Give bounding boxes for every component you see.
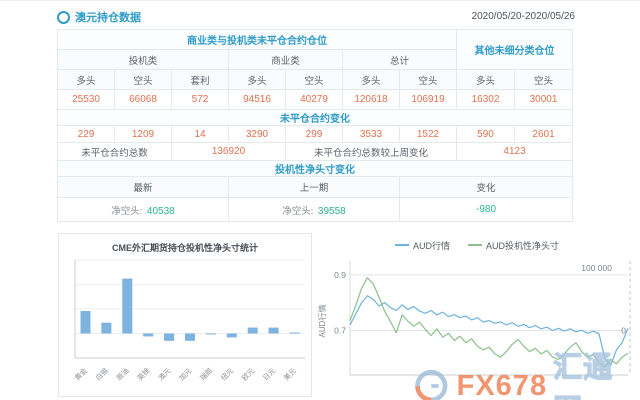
svg-text:美元: 美元 (282, 366, 298, 382)
net-previous-label: 净空头: (282, 205, 314, 217)
date-range: 2020/05/20-2020/05/26 (471, 11, 575, 22)
legend-item-aud-netposition: AUD投机性净头寸 (468, 239, 559, 252)
line-chart-legend: AUD行情 AUD投机性净头寸 (316, 237, 638, 253)
total-oi-label: 未平仓合约总数 (57, 142, 172, 161)
svg-text:英镑: 英镑 (135, 366, 151, 382)
col-header: 套利 (171, 69, 229, 90)
legend-item-aud-price: AUD行情 (394, 239, 450, 252)
net-col-previous: 上一期 (228, 176, 400, 198)
svg-text:AUD行情: AUD行情 (317, 305, 327, 338)
oi-change-value: 1522 (398, 125, 458, 143)
open-interest-value: 94516 (228, 89, 286, 110)
col-header: 空头 (114, 69, 172, 90)
col-header: 多头 (342, 69, 400, 90)
subgroup-commercial: 商业类 (228, 49, 343, 70)
net-col-latest: 最新 (57, 176, 229, 198)
net-col-change: 变化 (398, 176, 574, 198)
page-title: 澳元持仓数据 (57, 9, 141, 25)
net-latest-value: 40538 (146, 205, 175, 217)
open-interest-value: 66068 (114, 89, 172, 110)
svg-text:瑞郎: 瑞郎 (198, 366, 214, 382)
net-previous-cell: 净空头: 39558 (228, 197, 400, 222)
legend-label: AUD行情 (412, 240, 450, 251)
net-previous-value: 39558 (317, 205, 346, 217)
net-latest-cell: 净空头: 40538 (57, 197, 229, 222)
oi-change-value: 299 (285, 125, 343, 143)
open-interest-value: 572 (171, 89, 229, 110)
col-header: 多头 (456, 69, 516, 90)
col-header: 空头 (514, 69, 574, 90)
open-interest-value: 106919 (398, 89, 458, 110)
open-interest-value: 30001 (514, 89, 574, 110)
oi-change-value: 1209 (114, 125, 172, 143)
oi-change-value: 14 (171, 125, 229, 143)
svg-text:白银: 白银 (94, 366, 110, 382)
svg-text:0.7: 0.7 (334, 326, 346, 336)
oi-change-title: 未平仓合约变化 (56, 109, 574, 126)
subgroup-speculative: 投机类 (57, 49, 229, 70)
oi-change-value: 229 (57, 125, 115, 143)
open-interest-value: 120618 (342, 89, 400, 110)
svg-text:欧元: 欧元 (240, 366, 256, 382)
col-header: 多头 (57, 69, 115, 90)
group-main-title: 商业类与投机类未平仓合约仓位 (56, 29, 458, 50)
net-latest-label: 净空头: (111, 205, 143, 217)
page-title-text: 澳元持仓数据 (75, 12, 141, 24)
svg-text:0.9: 0.9 (334, 270, 346, 280)
net-change-value: -980 (398, 197, 574, 222)
group-other-title: 其他未细分类仓位 (456, 29, 574, 70)
svg-text:0: 0 (621, 326, 626, 336)
open-interest-value: 40279 (285, 89, 343, 110)
bar-chart-svg: 黄金 白银 原油 英镑 澳元 加元 瑞郎 纽元 欧元 日元 美元 (59, 254, 311, 393)
subgroup-total: 总计 (341, 49, 458, 70)
col-header: 多头 (228, 69, 286, 90)
bullet-circle-icon (57, 10, 70, 24)
svg-text:原油: 原油 (114, 366, 130, 382)
svg-text:澳元: 澳元 (156, 366, 172, 382)
bar-chart-title: CME外汇期货持仓投机性净头寸统计 (111, 243, 258, 253)
positions-table: 商业类与投机类未平仓合约仓位 其他未细分类仓位 投机类 商业类 总计 多头 空头… (56, 29, 574, 222)
svg-text:纽元: 纽元 (219, 366, 235, 382)
weekly-change-label: 未平仓合约总数较上周变化 (284, 142, 458, 161)
legend-line-green-icon (468, 244, 482, 246)
line-chart-svg: 0.9 0.7 100 000 0 AUD行情 (316, 253, 638, 398)
svg-text:日元: 日元 (261, 367, 277, 383)
line-chart-panel: AUD行情 AUD投机性净头寸 0.9 0.7 100 000 0 AUD行情 (316, 235, 638, 395)
oi-change-value: 3290 (228, 125, 286, 143)
oi-change-value: 590 (456, 125, 516, 143)
svg-text:加元: 加元 (177, 366, 193, 382)
net-position-title: 投机性净头寸变化 (56, 160, 574, 177)
total-oi-value: 136920 (171, 142, 286, 161)
legend-line-blue-icon (394, 244, 409, 246)
open-interest-value: 16302 (456, 89, 516, 110)
svg-text:100 000: 100 000 (581, 263, 612, 273)
oi-change-value: 2601 (514, 125, 574, 143)
legend-label: AUD投机性净头寸 (486, 240, 560, 251)
col-header: 空头 (398, 69, 458, 90)
col-header: 空头 (285, 69, 343, 90)
oi-change-value: 3533 (342, 125, 400, 143)
weekly-change-value: 4123 (456, 142, 574, 161)
svg-text:黄金: 黄金 (73, 366, 89, 382)
bar-chart-panel: CME外汇期货持仓投机性净头寸统计 黄金 白银 原油 英镑 澳元 加元 瑞郎 纽元 欧元 日元 美元 (58, 233, 312, 397)
open-interest-value: 25530 (57, 89, 115, 110)
